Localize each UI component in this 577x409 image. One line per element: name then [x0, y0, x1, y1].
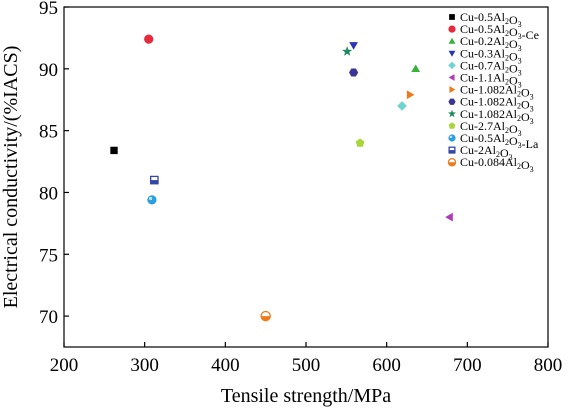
x-tick-label: 700 — [453, 355, 482, 376]
legend-marker — [448, 61, 456, 70]
legend-item: Cu-2.7Al2O3 — [448, 119, 522, 138]
x-tick-label: 600 — [372, 355, 401, 376]
legend-marker — [448, 74, 455, 81]
legend-item: Cu-0.2Al2O3 — [448, 34, 522, 53]
legend-item: Cu-0.3Al2O3 — [448, 46, 522, 65]
legend-marker — [447, 157, 457, 167]
data-point — [406, 90, 415, 100]
legend-marker — [449, 86, 456, 94]
legend-item: Cu-0.7Al2O3 — [448, 58, 522, 77]
data-point — [144, 34, 154, 44]
legend-label: Cu-0.5Al2O3-Ce — [460, 22, 539, 42]
data-point — [260, 310, 271, 322]
y-tick-label: 70 — [39, 307, 58, 328]
legend-marker — [448, 25, 456, 33]
x-axis: 200 300 400 500 600 700 800 — [50, 342, 563, 376]
legend-item: Cu-1.082Al2O3 — [449, 83, 534, 102]
x-tick-label: 500 — [292, 355, 321, 376]
data-point — [349, 42, 358, 50]
x-tick-label: 800 — [534, 355, 563, 376]
y-tick-label: 85 — [39, 122, 58, 143]
legend-label: Cu-0.3Al2O3 — [460, 46, 522, 65]
legend-item: Cu-1.1Al2O3 — [448, 71, 522, 90]
data-point — [342, 46, 353, 56]
legend-label: Cu-2.7Al2O3 — [460, 119, 522, 138]
legend-label: Cu-0.7Al2O3 — [460, 58, 522, 77]
legend-label: Cu-1.082Al2O3 — [460, 107, 534, 126]
legend-label: Cu-1.082Al2O3 — [460, 95, 534, 114]
data-points — [110, 34, 453, 322]
data-point — [150, 175, 159, 185]
legend-label: Cu-0.084Al2O3 — [460, 155, 534, 174]
legend-marker — [448, 122, 456, 129]
x-axis-title: Tensile strength/MPa — [221, 385, 391, 407]
legend-label: Cu-0.5Al2O3 — [460, 10, 522, 29]
legend-marker — [449, 14, 455, 20]
legend-item: Cu-1.082Al2O3 — [448, 107, 534, 126]
data-point — [348, 68, 359, 77]
legend-label: Cu-1.1Al2O3 — [460, 71, 522, 90]
data-point — [110, 146, 118, 155]
data-point — [147, 195, 157, 205]
y-tick-label: 95 — [39, 0, 58, 19]
data-point — [411, 64, 421, 73]
legend-item: Cu-0.084Al2O3 — [447, 155, 534, 174]
legend: Cu-0.5Al2O3Cu-0.5Al2O3-CeCu-0.2Al2O3Cu-0… — [447, 10, 539, 174]
y-axis-title: Electrical conductivity/(%IACS) — [0, 46, 22, 309]
y-tick-label: 75 — [39, 245, 58, 266]
x-tick-label: 200 — [50, 355, 79, 376]
legend-label: Cu-0.5Al2O3-La — [460, 131, 539, 151]
legend-marker — [448, 134, 456, 142]
x-tick-label: 300 — [130, 355, 159, 376]
legend-marker — [448, 98, 456, 105]
y-tick-label: 80 — [39, 183, 58, 204]
legend-item: Cu-0.5Al2O3-Ce — [448, 22, 539, 42]
legend-label: Cu-2Al2O3 — [460, 143, 513, 162]
y-axis: 70 75 80 85 90 95 — [39, 0, 69, 328]
data-point — [355, 138, 365, 147]
legend-item: Cu-1.082Al2O3 — [448, 95, 534, 114]
data-point — [397, 101, 407, 111]
legend-label: Cu-1.082Al2O3 — [460, 83, 534, 102]
legend-marker — [448, 37, 456, 44]
legend-item: Cu-2Al2O3 — [448, 143, 513, 162]
legend-marker — [448, 109, 456, 118]
y-tick-label: 90 — [39, 60, 58, 81]
data-point — [445, 212, 453, 222]
legend-item: Cu-0.5Al2O3-La — [448, 131, 539, 151]
legend-marker — [448, 50, 456, 57]
legend-label: Cu-0.2Al2O3 — [460, 34, 522, 53]
legend-marker — [448, 146, 456, 154]
legend-item: Cu-0.5Al2O3 — [449, 10, 522, 29]
x-tick-label: 400 — [211, 355, 240, 376]
